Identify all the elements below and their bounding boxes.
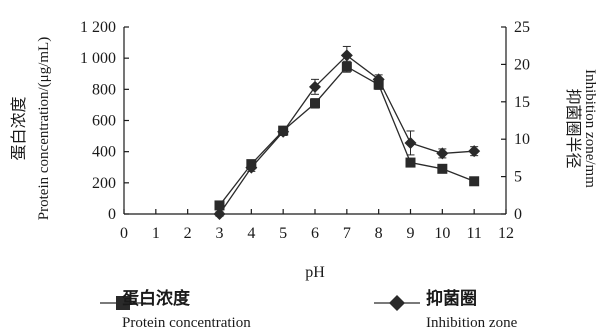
x-tick-label: 3 — [216, 225, 224, 242]
right-y-tick-label: 20 — [514, 56, 530, 73]
data-point-square — [214, 200, 225, 211]
right-y-tick-label: 10 — [514, 131, 530, 148]
legend-label-protein-en: Protein concentration — [122, 315, 251, 331]
right-y-axis-title-cn: 抑菌圈半径 — [564, 88, 582, 168]
data-point-diamond — [277, 125, 290, 138]
series — [213, 45, 481, 220]
data-point-square — [469, 176, 480, 187]
legend-item-protein: 蛋白浓度 Protein concentration — [100, 288, 251, 331]
left-y-tick-label: 400 — [92, 144, 116, 161]
x-tick-label: 11 — [466, 225, 481, 242]
series-line — [218, 54, 475, 215]
left-y-axis-title-en: Protein concentration/(μg/mL) — [36, 37, 52, 220]
right-y-tick-label: 5 — [514, 169, 522, 186]
x-tick-label: 5 — [279, 225, 287, 242]
series-line — [218, 65, 475, 206]
legend-label-inhibition-en: Inhibition zone — [426, 315, 518, 331]
series-protein-concentration — [214, 60, 480, 211]
right-y-tick-label: 15 — [514, 94, 530, 111]
left-y-tick-label: 0 — [108, 206, 116, 223]
x-tick-label: 4 — [247, 225, 255, 242]
data-point-diamond — [340, 49, 353, 62]
x-tick-label: 10 — [434, 225, 450, 242]
left-y-tick-label: 200 — [92, 175, 116, 192]
x-tick-label: 7 — [343, 225, 351, 242]
data-point-square — [405, 157, 416, 168]
legend-marker-diamond — [389, 295, 405, 311]
left-y-axis-title-cn: 蛋白浓度 — [10, 96, 28, 160]
data-point-square — [341, 61, 352, 72]
data-point-diamond — [372, 73, 385, 86]
x-tick-label: 9 — [407, 225, 415, 242]
right-y-axis-title-en: Inhibition zone/mm — [582, 69, 596, 188]
legend-label-protein-cn: 蛋白浓度 — [122, 288, 191, 308]
left-y-axis-title: 蛋白浓度 Protein concentration/(μg/mL) — [10, 37, 52, 220]
legend-label-inhibition-cn: 抑菌圈 — [426, 288, 477, 308]
data-point-diamond — [309, 80, 321, 93]
data-point-diamond — [468, 145, 481, 158]
right-y-tick-label: 25 — [514, 19, 530, 36]
legend: 蛋白浓度 Protein concentration 抑菌圈 Inhibitio… — [100, 288, 518, 331]
right-y-tick-label: 0 — [514, 206, 522, 223]
x-tick-label: 0 — [120, 225, 128, 242]
data-point-diamond — [436, 147, 449, 160]
left-y-tick-label: 800 — [92, 81, 116, 98]
legend-marker-square — [116, 296, 130, 310]
left-y-tick-label: 600 — [92, 113, 116, 130]
tick-marks — [123, 26, 507, 215]
left-y-tick-label: 1 200 — [80, 19, 116, 36]
data-point-diamond — [213, 208, 226, 220]
left-y-tick-label: 1 000 — [80, 50, 116, 67]
data-point-square — [437, 163, 448, 174]
series-inhibition-zone — [213, 45, 481, 220]
x-tick-label: 6 — [311, 225, 319, 242]
x-axis-title: pH — [305, 264, 325, 281]
right-y-axis-title: 抑菌圈半径 Inhibition zone/mm — [564, 69, 596, 188]
data-point-diamond — [245, 161, 258, 174]
legend-item-inhibition: 抑菌圈 Inhibition zone — [374, 288, 518, 331]
x-tick-label: 8 — [375, 225, 383, 242]
data-point-square — [310, 98, 320, 109]
x-tick-label: 1 — [152, 225, 160, 242]
x-tick-label: 12 — [498, 225, 514, 242]
axes — [123, 27, 507, 215]
x-tick-label: 2 — [184, 225, 192, 242]
data-point-diamond — [404, 136, 417, 149]
